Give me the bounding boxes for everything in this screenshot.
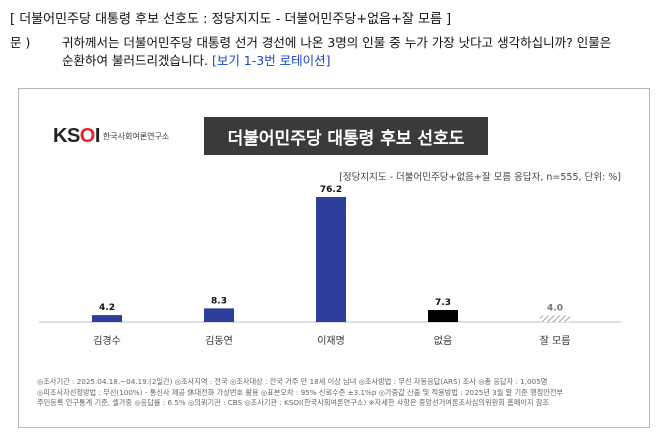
bar-2 — [316, 197, 346, 322]
rotation-note: [보기 1-3번 로테이션] — [211, 53, 331, 68]
value-label-2: 76.2 — [320, 185, 342, 195]
question-mark: 문 ) — [10, 35, 31, 50]
question-text-block: 귀하께서는 더불어민주당 대통령 선거 경선에 나온 3명의 인물 중 누가 가… — [62, 34, 622, 70]
category-label-3: 없음 — [434, 334, 452, 347]
value-label-1: 8.3 — [211, 296, 227, 306]
bar-0 — [92, 315, 122, 322]
ksoi-logo: KSOI 한국사회여론연구소 — [53, 125, 169, 148]
bar-4 — [540, 315, 570, 322]
footer-line-1: ◎조사기간 : 2025.04.18.~04.19.(2일간) ◎조사지역 : … — [37, 377, 548, 386]
question-text: 귀하께서는 더불어민주당 대통령 선거 경선에 나온 3명의 인물 중 누가 가… — [62, 35, 612, 68]
logo-mark: KSOI — [53, 125, 100, 147]
chart-panel: KSOI 한국사회여론연구소 더불어민주당 대통령 후보 선호도 [정당지지도 -… — [18, 88, 650, 428]
footer-line-2: ◎피조사자선정방법 : 무선(100%) - 통신사 제공 休대전화 가상번호 … — [37, 387, 564, 397]
logo-org-name: 한국사회여론연구소 — [102, 132, 170, 141]
bar-3 — [428, 310, 458, 322]
chart-subtitle: [정당지지도 - 더불어민주당+없음+잘 모름 응답자, n=555, 단위: … — [339, 172, 621, 183]
survey-footer: ◎조사기간 : 2025.04.18.~04.19.(2일간) ◎조사지역 : … — [37, 377, 637, 409]
bar-chart: 4.2 김경수 8.3 김동연 76.2 이재명 7.3 없음 4.0 잘 모름 — [39, 185, 621, 347]
page-heading: [ 더불어민주당 대통령 후보 선호도 : 정당지지도 - 더불어민주당+없음+… — [10, 12, 452, 27]
category-label-2: 이재명 — [317, 335, 345, 347]
chart-area: KSOI 한국사회여론연구소 더불어민주당 대통령 후보 선호도 [정당지지도 -… — [31, 97, 635, 419]
footer-line-3: 주민등록 인구통계 기준, 셀가중 ◎응답률 : 6.5% ◎의뢰기관 : CB… — [37, 398, 550, 407]
value-label-4: 4.0 — [547, 303, 563, 313]
value-label-0: 4.2 — [99, 303, 115, 313]
bar-1 — [204, 308, 234, 322]
category-label-1: 김동연 — [205, 335, 233, 347]
value-label-3: 7.3 — [435, 298, 451, 308]
chart-title: 더불어민주당 대통령 후보 선호도 — [204, 117, 488, 155]
category-label-4: 잘 모름 — [540, 335, 571, 347]
category-label-0: 김경수 — [93, 334, 121, 347]
